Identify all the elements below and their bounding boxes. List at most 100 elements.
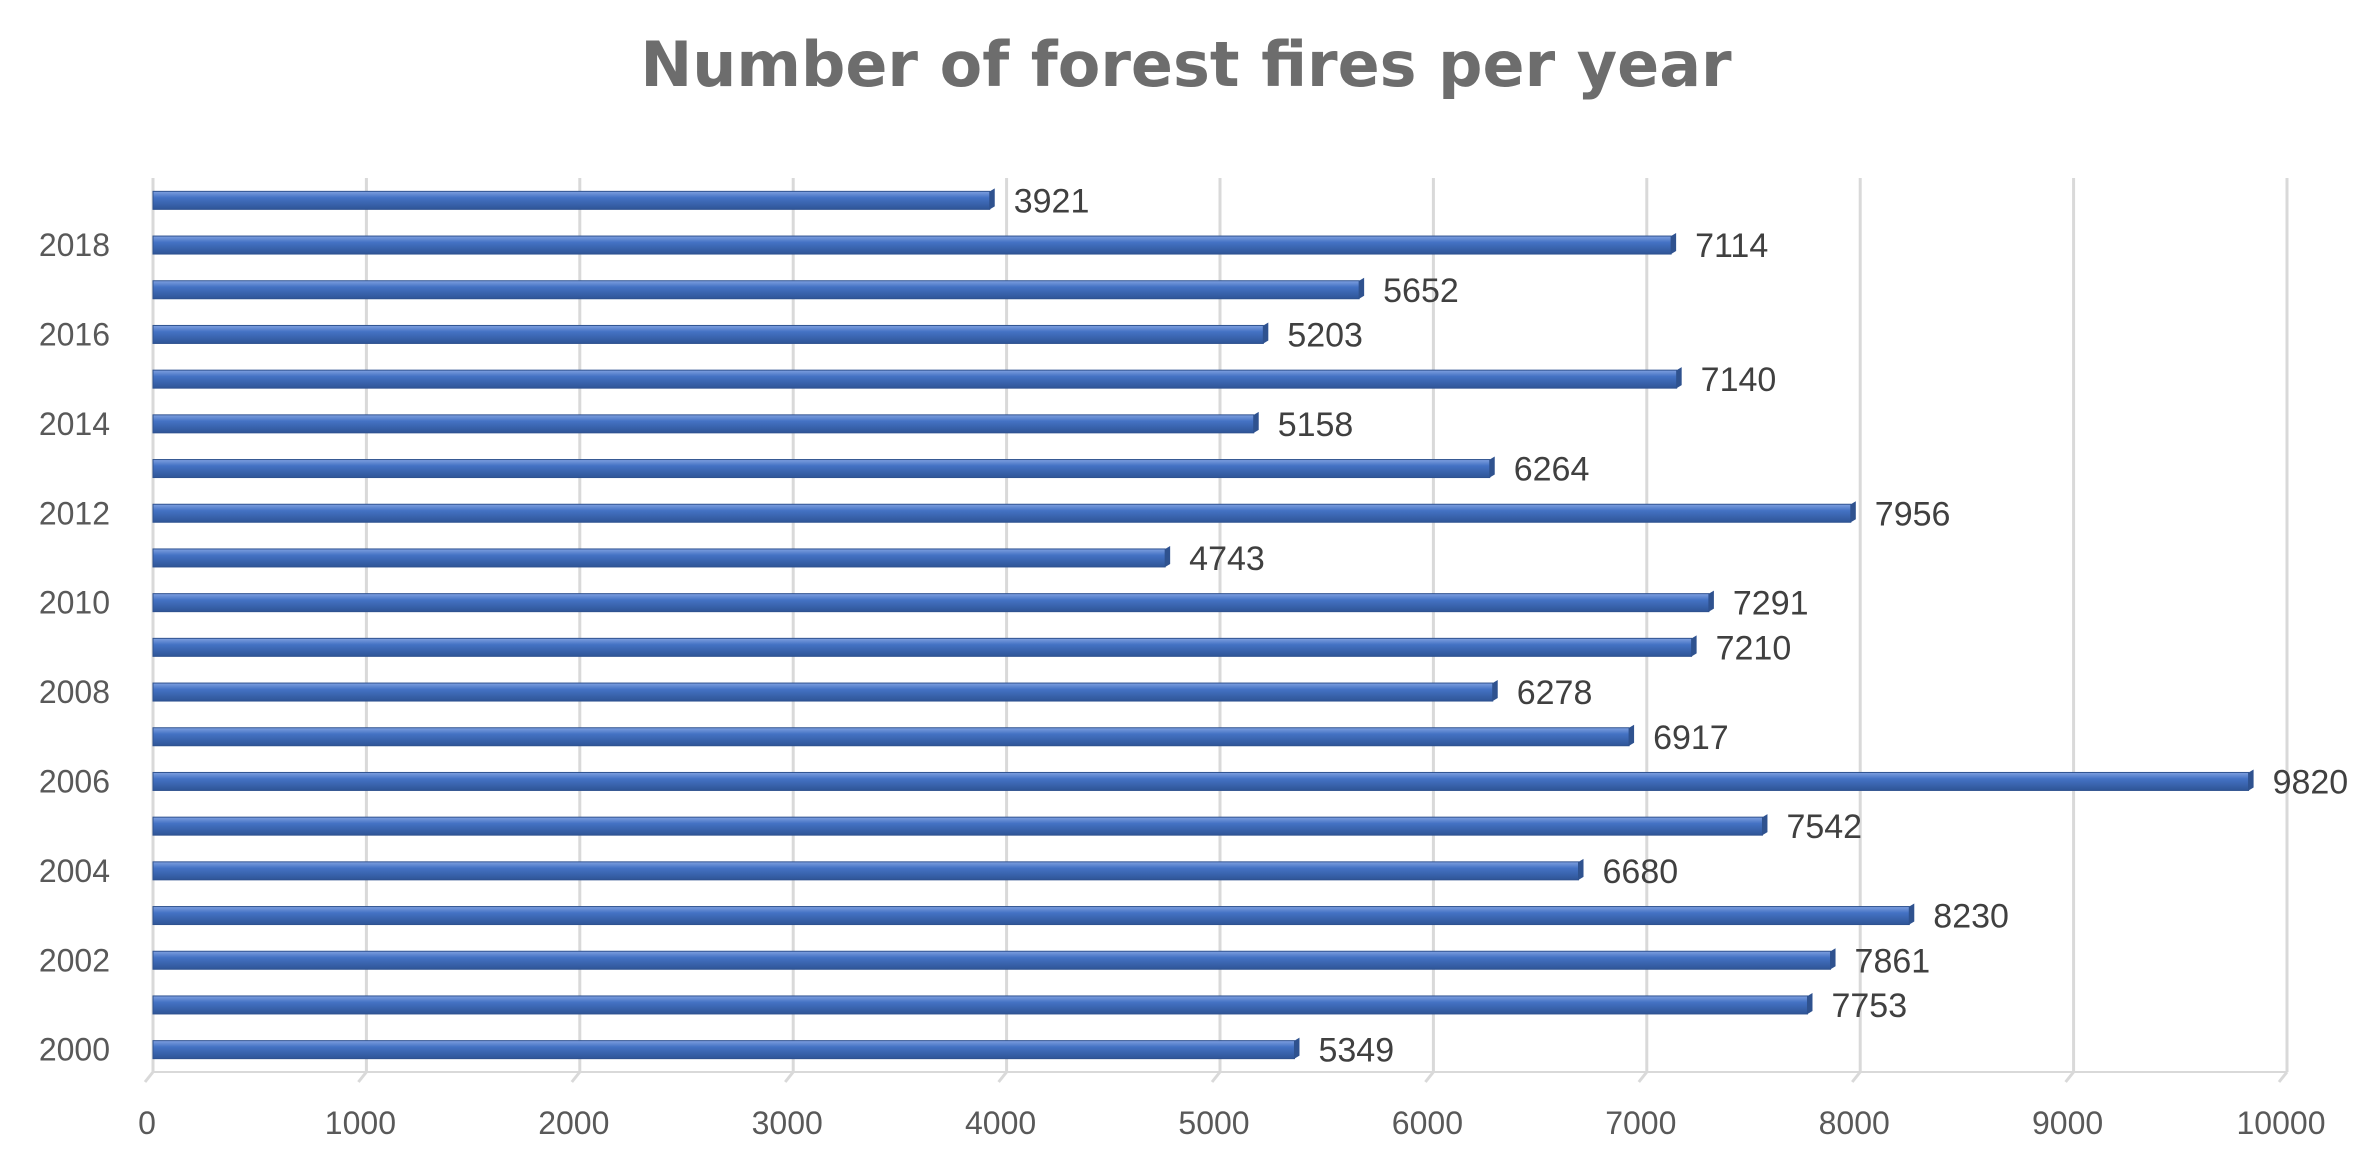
gridline-foot	[784, 1071, 795, 1083]
data-label: 6278	[1517, 674, 1593, 712]
x-tick-label: 10000	[2237, 1105, 2326, 1141]
y-tick-label: 2002	[39, 942, 110, 978]
data-label: 5349	[1318, 1032, 1394, 1070]
x-tick-label: 9000	[2032, 1105, 2103, 1141]
bar	[152, 235, 1672, 255]
bar	[152, 190, 991, 210]
bar	[152, 816, 1763, 836]
data-label: 8230	[1933, 898, 2009, 936]
bar-cap	[1830, 948, 1836, 970]
data-label: 6680	[1603, 853, 1679, 891]
bar	[152, 995, 1808, 1015]
data-label: 5203	[1287, 316, 1363, 354]
x-tick-label: 5000	[1178, 1105, 1249, 1141]
gridline-foot	[1637, 1071, 1648, 1083]
bar-cap	[1807, 992, 1813, 1014]
bar-cap	[1492, 680, 1498, 702]
y-tick-label: 2004	[39, 853, 110, 889]
x-tick-label: 4000	[965, 1105, 1036, 1141]
gridline-foot	[570, 1071, 581, 1083]
data-label: 6264	[1514, 451, 1590, 489]
data-label: 7956	[1875, 495, 1951, 533]
gridline-foot	[357, 1071, 368, 1083]
bar-cap	[1578, 858, 1584, 880]
bar-cap	[1676, 367, 1682, 389]
gridline-foot	[1851, 1071, 1862, 1083]
bar-cap	[1253, 411, 1259, 433]
bar-cap	[1850, 501, 1856, 523]
gridline-foot	[2064, 1071, 2075, 1083]
data-label: 9820	[2273, 763, 2349, 801]
gridline-foot	[2277, 1071, 2289, 1083]
bar	[152, 414, 1255, 434]
bar	[152, 727, 1630, 747]
bar-cap	[1489, 456, 1495, 478]
bar	[152, 593, 1710, 613]
gridline-foot	[997, 1071, 1008, 1083]
bar	[152, 459, 1491, 479]
bar-cap	[1294, 1037, 1300, 1059]
y-axis-ticks: 2000 2002 2004 2006 2008 2010 2012 2014 2016 2018	[39, 227, 110, 1068]
data-label: 7753	[1831, 987, 1907, 1025]
data-label: 7291	[1733, 585, 1809, 623]
x-tick-label: 0	[138, 1105, 156, 1141]
data-label: 3921	[1014, 182, 1090, 220]
data-label: 7140	[1701, 361, 1777, 399]
bar	[152, 950, 1832, 970]
bar-cap	[1629, 724, 1635, 746]
bar-cap	[1762, 814, 1768, 836]
bars	[152, 188, 2254, 1060]
y-tick-label: 2012	[39, 495, 110, 531]
y-tick-label: 2010	[39, 585, 110, 621]
x-tick-label: 1000	[325, 1105, 396, 1141]
data-label: 5652	[1383, 272, 1459, 310]
bar	[152, 637, 1693, 657]
gridlines	[143, 178, 2289, 1083]
bar-cap	[1909, 903, 1915, 925]
bar-cap	[2248, 769, 2254, 791]
bar	[152, 324, 1264, 344]
gridline-foot	[1424, 1071, 1435, 1083]
bar-cap	[1708, 590, 1714, 612]
x-tick-label: 3000	[752, 1105, 823, 1141]
bar	[152, 861, 1580, 881]
y-tick-label: 2016	[39, 316, 110, 352]
bar-cap	[989, 188, 995, 210]
x-tick-label: 8000	[1819, 1105, 1890, 1141]
chart-title: Number of forest fires per year	[640, 28, 1732, 101]
y-tick-label: 2014	[39, 406, 110, 442]
bar-cap	[1691, 635, 1697, 657]
bar	[152, 369, 1678, 389]
x-axis-ticks: 0 1000 2000 3000 4000 5000 6000 7000 8000 9000 100…	[138, 1105, 2325, 1141]
x-tick-label: 7000	[1605, 1105, 1676, 1141]
gridline-foot	[143, 1071, 155, 1083]
data-label: 7210	[1716, 629, 1792, 667]
y-tick-label: 2000	[39, 1032, 110, 1068]
gridline-foot	[1210, 1071, 1222, 1083]
data-label: 7861	[1855, 942, 1931, 980]
bar	[152, 280, 1360, 300]
bar	[152, 548, 1166, 568]
bar	[152, 1040, 1295, 1060]
bar	[152, 771, 2250, 791]
data-label: 5158	[1278, 406, 1354, 444]
bar	[152, 682, 1494, 702]
y-tick-label: 2008	[39, 674, 110, 710]
data-label: 4743	[1189, 540, 1265, 578]
data-label: 7114	[1695, 227, 1768, 265]
bar	[152, 906, 1910, 926]
data-label: 7542	[1786, 808, 1862, 846]
y-tick-label: 2018	[39, 227, 110, 263]
bar-cap	[1263, 322, 1269, 344]
bar-cap	[1165, 545, 1171, 567]
bar-cap	[1359, 277, 1365, 299]
data-label: 6917	[1653, 719, 1729, 757]
x-tick-label: 2000	[538, 1105, 609, 1141]
bar	[152, 503, 1852, 523]
bar-cap	[1671, 233, 1677, 255]
x-tick-label: 6000	[1392, 1105, 1463, 1141]
y-tick-label: 2006	[39, 763, 110, 799]
